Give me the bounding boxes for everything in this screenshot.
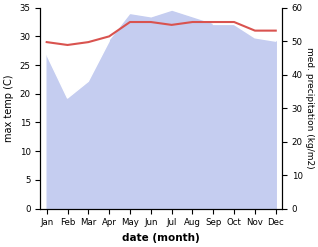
Y-axis label: med. precipitation (kg/m2): med. precipitation (kg/m2) — [305, 47, 314, 169]
X-axis label: date (month): date (month) — [122, 233, 200, 243]
Y-axis label: max temp (C): max temp (C) — [4, 74, 14, 142]
